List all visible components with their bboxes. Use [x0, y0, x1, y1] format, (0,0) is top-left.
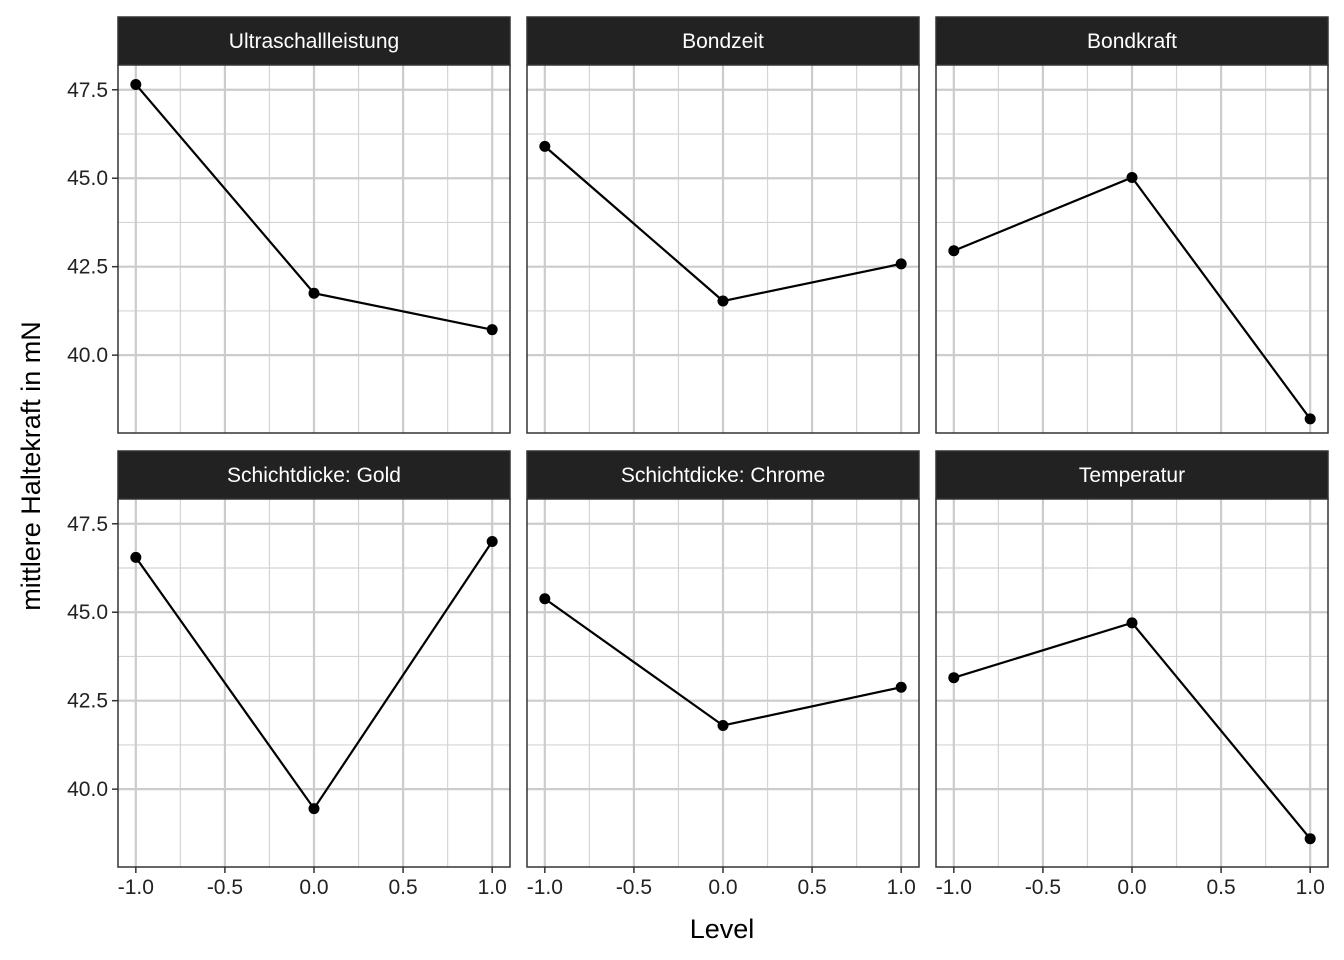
x-tick-label: 1.0: [478, 876, 507, 899]
data-point: [717, 295, 729, 307]
x-tick-label: -1.0: [527, 876, 563, 899]
x-tick-label: 0.0: [708, 876, 737, 899]
data-point: [130, 78, 142, 90]
panel-border: [117, 64, 511, 434]
data-point: [895, 258, 907, 270]
y-axis-title: mittlere Haltekraft in mN: [16, 321, 46, 611]
y-tick-label: 40.0: [67, 778, 108, 801]
x-tick-label: 0.0: [1117, 876, 1146, 899]
panel-3: Schichtdicke: Gold 40.0 42.5 45.0 47.5 -1.0 -0…: [67, 450, 511, 899]
panel-border: [526, 64, 920, 434]
data-point: [539, 593, 551, 605]
strip-title: Temperatur: [1079, 464, 1185, 487]
y-tick-label: 47.5: [67, 513, 108, 536]
data-point: [130, 551, 142, 563]
strip-header: [935, 450, 1329, 500]
y-tick-label: 42.5: [67, 256, 108, 279]
strip-title: Schichtdicke: Chrome: [621, 464, 825, 487]
data-point: [1126, 617, 1138, 629]
x-tick-label: -1.0: [936, 876, 972, 899]
x-tick-label: 0.5: [388, 876, 417, 899]
y-tick-label: 47.5: [67, 79, 108, 102]
y-tick-label: 45.0: [67, 167, 108, 190]
y-tick-label: 40.0: [67, 344, 108, 367]
strip-title: Ultraschallleistung: [229, 30, 399, 53]
data-point: [486, 535, 498, 547]
x-tick-label: -1.0: [118, 876, 154, 899]
data-point: [1304, 833, 1316, 845]
panel-2: Bondkraft: [935, 16, 1329, 434]
strip-title: Schichtdicke: Gold: [227, 464, 401, 487]
y-tick-label: 42.5: [67, 690, 108, 713]
data-point: [486, 324, 498, 336]
data-point: [948, 672, 960, 684]
data-point: [948, 245, 960, 257]
x-tick-label: 1.0: [1296, 876, 1325, 899]
data-point: [717, 719, 729, 731]
x-tick-label: -0.5: [207, 876, 243, 899]
data-point: [1126, 172, 1138, 184]
x-tick-label: 0.5: [797, 876, 826, 899]
x-tick-label: 0.0: [299, 876, 328, 899]
data-point: [308, 287, 320, 299]
data-point: [1304, 413, 1316, 425]
strip-header: [117, 16, 511, 66]
data-point: [308, 803, 320, 815]
y-tick-label: 45.0: [67, 601, 108, 624]
facet-panels: Ultraschallleistung 40.0 42.5 45.0 47.5 Bondz…: [67, 16, 1329, 899]
data-point: [895, 681, 907, 693]
panel-border: [935, 64, 1329, 434]
strip-header: [526, 450, 920, 500]
x-tick-label: 0.5: [1206, 876, 1235, 899]
strip-title: Bondkraft: [1087, 30, 1177, 53]
data-point: [539, 140, 551, 152]
x-tick-label: 1.0: [887, 876, 916, 899]
strip-header: [526, 16, 920, 66]
panel-1: Bondzeit: [526, 16, 920, 434]
panel-4: Schichtdicke: Chrome -1.0 -0.5 0.0 0.5 1.0: [526, 450, 920, 899]
strip-header: [117, 450, 511, 500]
panel-5: Temperatur -1.0 -0.5 0.0 0.5 1.0: [935, 450, 1329, 899]
x-axis-title: Level: [690, 914, 755, 944]
panel-0: Ultraschallleistung 40.0 42.5 45.0 47.5: [67, 16, 511, 434]
x-tick-label: -0.5: [1025, 876, 1061, 899]
x-tick-label: -0.5: [616, 876, 652, 899]
strip-title: Bondzeit: [682, 30, 764, 53]
strip-header: [935, 16, 1329, 66]
